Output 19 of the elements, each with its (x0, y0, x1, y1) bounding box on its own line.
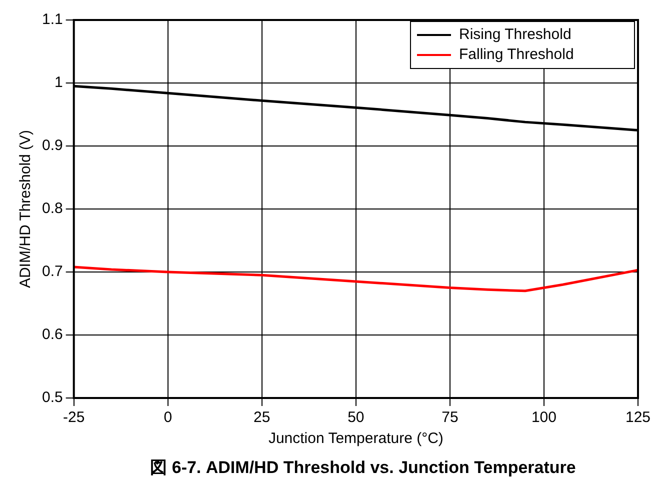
caption: 図 6-7. ADIM/HD Threshold vs. Junction Temperature (149, 457, 577, 479)
x-tick-label: 125 (625, 409, 651, 426)
y-tick-label: 0.6 (42, 326, 63, 344)
x-tick-label: 25 (254, 409, 270, 426)
y-tick-label: 1 (54, 74, 63, 92)
x-tick-label: 50 (348, 409, 364, 426)
y-axis-title: ADIM/HD Threshold (V) (17, 130, 34, 288)
x-axis-title: Junction Temperature (°C) (268, 430, 444, 448)
legend-label: Rising Threshold (459, 25, 572, 45)
y-tick-label: 0.7 (42, 263, 63, 280)
x-tick-label: -25 (63, 409, 85, 426)
x-tick-label: 0 (164, 409, 172, 426)
legend-label: Falling Threshold (459, 45, 574, 65)
y-tick-label: 0.8 (42, 200, 63, 218)
y-tick-label: 1.1 (42, 11, 63, 28)
x-tick-label: 75 (442, 409, 458, 426)
y-tick-label: 0.9 (42, 137, 63, 154)
x-tick-label: 100 (531, 409, 556, 426)
y-tick-label: 0.5 (42, 389, 63, 406)
